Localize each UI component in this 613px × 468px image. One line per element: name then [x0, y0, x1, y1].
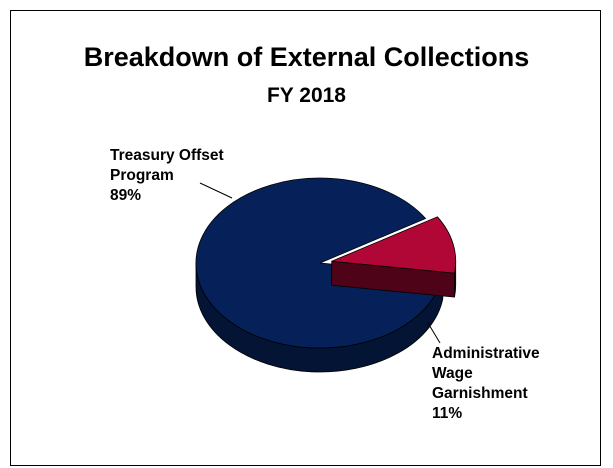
slice-value-label: 89%: [110, 187, 142, 204]
pie-slice-treasury-offset-program: [195, 177, 444, 349]
slice-label-line: Garnishment: [432, 385, 528, 402]
slice-label-line: Program: [110, 167, 174, 184]
pie-slice-administrative-wage-garnishment: [331, 216, 457, 274]
leader-line-treasury: [199, 182, 233, 199]
leader-line-awg: [427, 322, 441, 344]
slice-label-line: Treasury Offset: [110, 147, 224, 164]
slice-label-treasury-offset-program: Treasury Offset Program 89%: [110, 146, 224, 206]
slice-value-label: 11%: [432, 405, 463, 422]
slice-label-administrative-wage-garnishment: Administrative Wage Garnishment 11%: [432, 344, 540, 424]
chart-title: Breakdown of External Collections: [83, 42, 530, 72]
slice-label-line: Administrative: [432, 345, 540, 362]
chart-subtitle: FY 2018: [266, 84, 346, 107]
slice-label-line: Wage: [432, 365, 473, 382]
